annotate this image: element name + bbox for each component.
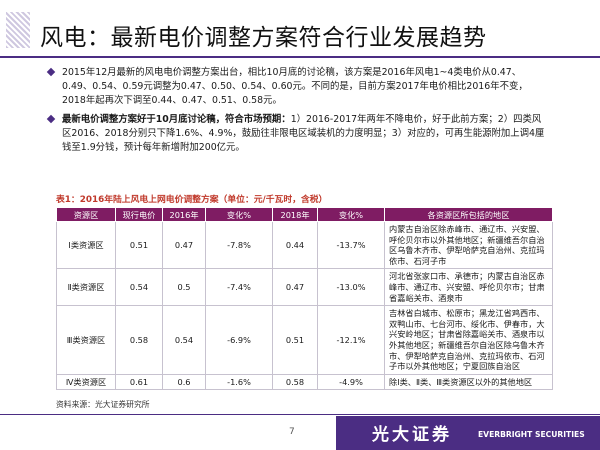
current-price-cell: 0.61 (115, 373, 163, 391)
regions-cell: 除Ⅰ类、Ⅱ类、Ⅲ类资源区以外的其他地区 (384, 373, 553, 391)
column-header: 2018年 (272, 207, 318, 222)
price-2018-cell: 0.44 (272, 220, 318, 270)
zone-cell: Ⅲ类资源区 (56, 305, 116, 375)
price-2016-cell: 0.54 (162, 305, 206, 375)
price-2018-cell: 0.58 (272, 373, 318, 391)
price-2016-cell: 0.47 (162, 220, 206, 270)
diamond-bullet-icon (46, 114, 56, 123)
column-header: 现行电价 (115, 207, 163, 222)
table-row: Ⅲ类资源区 0.58 0.54 -6.9% 0.51 -12.1% 吉林省白城市… (56, 305, 553, 375)
bullet-list: 2015年12月最新的风电电价调整方案出台，相比10月底的讨论稿，该方案是201… (46, 66, 550, 159)
column-header: 2016年 (162, 207, 206, 222)
zone-cell: Ⅱ类资源区 (56, 268, 116, 307)
regions-cell: 吉林省白城市、松原市；黑龙江省鸡西市、双鸭山市、七台河市、绥化市、伊春市，大兴安… (384, 305, 553, 375)
bullet-text: 2015年12月最新的风电电价调整方案出台，相比10月底的讨论稿，该方案是201… (62, 67, 528, 107)
table-row: Ⅱ类资源区 0.54 0.5 -7.4% 0.47 -13.0% 河北省张家口市… (56, 268, 553, 307)
change-2018-cell: -13.7% (317, 220, 385, 270)
bullet-item: 2015年12月最新的风电电价调整方案出台，相比10月底的讨论稿，该方案是201… (46, 66, 550, 109)
price-2016-cell: 0.5 (162, 268, 206, 307)
brand-logo-en: EVERBRIGHT SECURITIES (478, 430, 585, 439)
brand-logo-cn: 光大证券 (372, 425, 452, 445)
price-2018-cell: 0.47 (272, 268, 318, 307)
title-divider (0, 56, 600, 58)
regions-cell: 河北省张家口市、承德市；内蒙古自治区赤峰市、通辽市、兴安盟、呼伦贝尔市；甘肃省嘉… (384, 268, 553, 307)
regions-cell: 内蒙古自治区除赤峰市、通辽市、兴安盟、呼伦贝尔市以外其他地区；新疆维吾尔自治区乌… (384, 220, 553, 270)
change-2018-cell: -4.9% (317, 373, 385, 391)
table-caption: 表1：2016年陆上风电上网电价调整方案（单位：元/千瓦时，含税） (56, 195, 328, 205)
change-2018-cell: -13.0% (317, 268, 385, 307)
change-2018-cell: -12.1% (317, 305, 385, 375)
table-row: Ⅳ类资源区 0.61 0.6 -1.6% 0.58 -4.9% 除Ⅰ类、Ⅱ类、Ⅲ… (56, 373, 553, 391)
slide-title: 风电：最新电价调整方案符合行业发展趋势 (40, 25, 487, 51)
change-2016-cell: -7.4% (205, 268, 273, 307)
table-header-row: 资源区 现行电价 2016年 变化% 2018年 变化% 各资源区所包括的地区 (56, 207, 553, 222)
current-price-cell: 0.51 (115, 220, 163, 270)
zone-cell: Ⅳ类资源区 (56, 373, 116, 391)
table-source: 资料来源：光大证券研究所 (56, 400, 150, 409)
bullet-text: 1）2016-2017年两年不降电价，好于此前方案；2）四类风区2016、201… (62, 113, 545, 154)
bullet-item: 最新电价调整方案好于10月底讨论稿，符合市场预期：1）2016-2017年两年不… (46, 113, 550, 156)
footer-divider (0, 414, 600, 415)
change-2016-cell: -6.9% (205, 305, 273, 375)
tariff-table: 资源区 现行电价 2016年 变化% 2018年 变化% 各资源区所包括的地区 … (56, 207, 553, 391)
column-header: 变化% (205, 207, 273, 222)
current-price-cell: 0.54 (115, 268, 163, 307)
title-decoration (6, 12, 30, 48)
column-header: 各资源区所包括的地区 (384, 207, 553, 222)
change-2016-cell: -7.8% (205, 220, 273, 270)
table-row: Ⅰ类资源区 0.51 0.47 -7.8% 0.44 -13.7% 内蒙古自治区… (56, 220, 553, 270)
price-2018-cell: 0.51 (272, 305, 318, 375)
change-2016-cell: -1.6% (205, 373, 273, 391)
price-2016-cell: 0.6 (162, 373, 206, 391)
current-price-cell: 0.58 (115, 305, 163, 375)
page-number: 7 (289, 427, 295, 437)
column-header: 资源区 (56, 207, 116, 222)
bullet-emphasis: 最新电价调整方案好于10月底讨论稿，符合市场预期： (62, 113, 291, 125)
zone-cell: Ⅰ类资源区 (56, 220, 116, 270)
brand-bar (336, 416, 600, 450)
column-header: 变化% (317, 207, 385, 222)
diamond-bullet-icon (46, 67, 56, 77)
